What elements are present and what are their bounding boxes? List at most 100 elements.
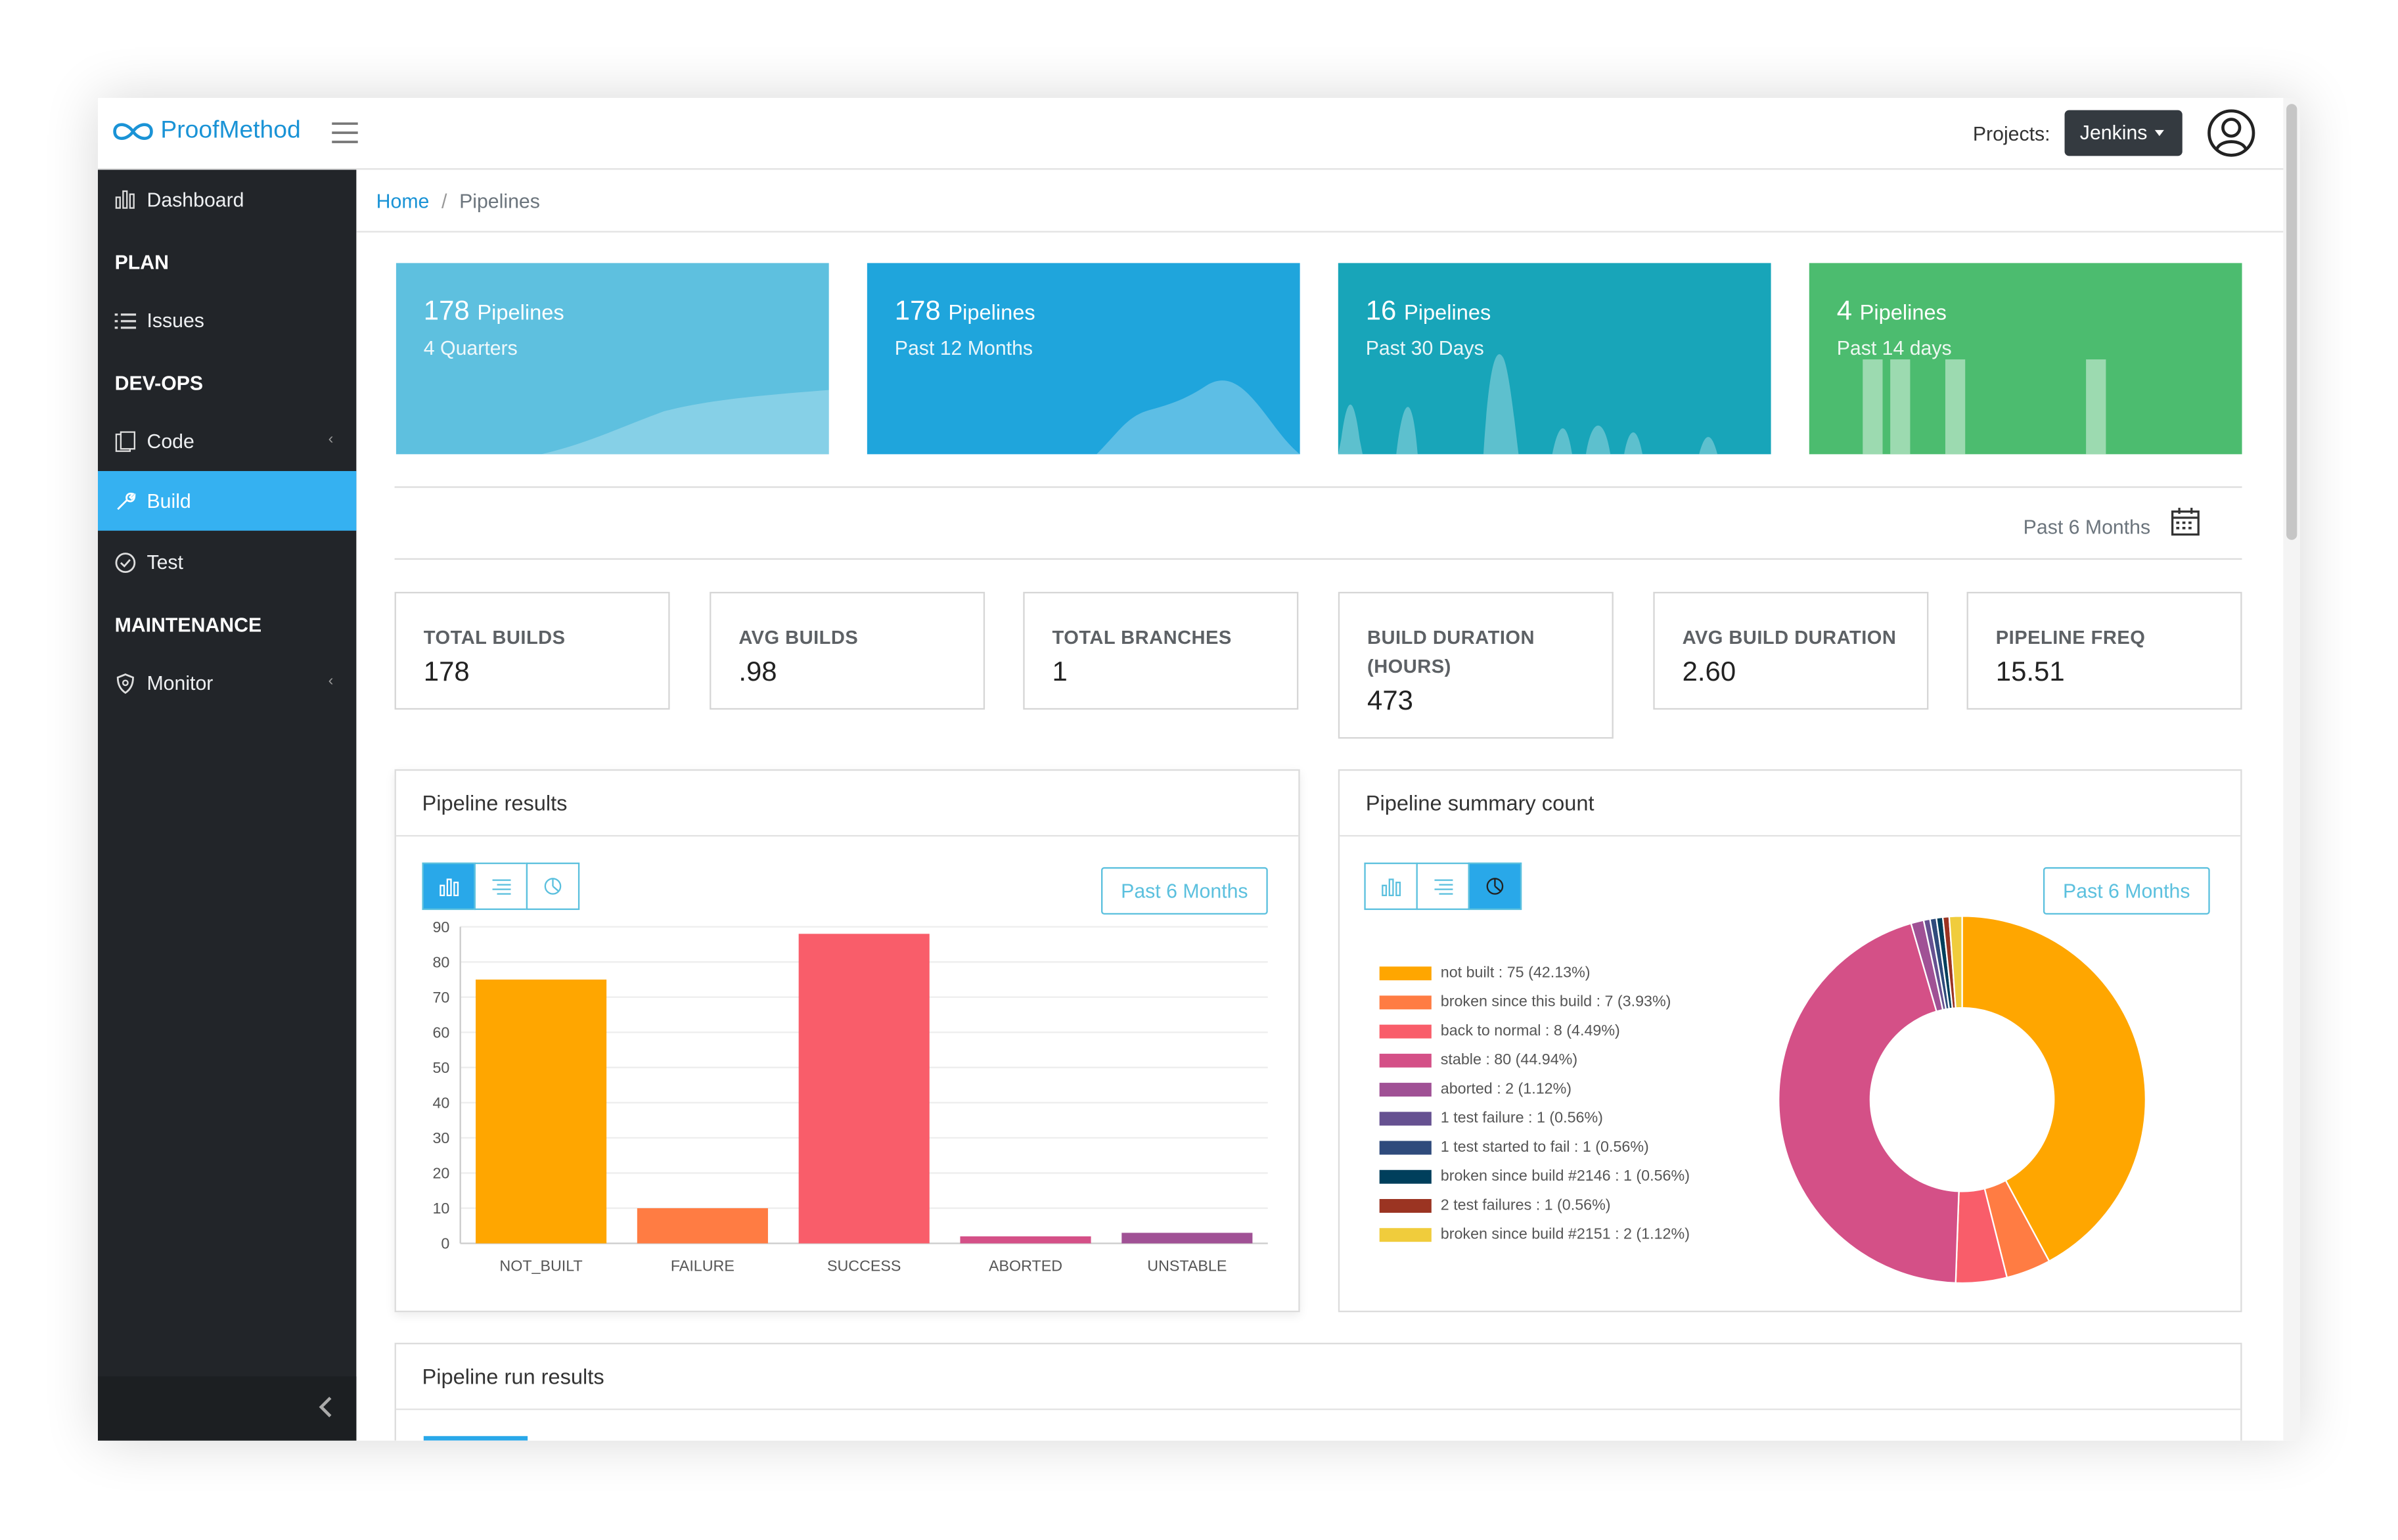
legend-label: broken since build #2151 : 2 (1.12%) [1440, 1226, 1690, 1244]
card-period: Past 12 Months [894, 336, 1033, 360]
card-count: 4 [1836, 295, 1853, 326]
breadcrumb-separator: / [441, 189, 447, 213]
legend-item[interactable]: 1 test started to fail : 1 (0.56%) [1379, 1133, 1690, 1162]
bar[interactable] [637, 1208, 768, 1244]
align-right-icon [1434, 878, 1453, 894]
legend-item[interactable]: broken since build #2151 : 2 (1.12%) [1379, 1221, 1690, 1250]
project-selected-label: Jenkins [2079, 120, 2148, 144]
y-tick-label: 80 [432, 953, 449, 970]
top-navbar: ProofMethod Projects: Jenkins [97, 97, 2301, 170]
caret-down-icon [2154, 129, 2164, 137]
card-unit: Pipelines [1404, 300, 1491, 325]
card-period: Past 30 Days [1365, 336, 1484, 360]
sidebar: Dashboard PLAN Issues DEV-OPS Code ‹ Bui… [97, 170, 357, 1441]
stat-value: 2.60 [1682, 656, 1736, 687]
section-divider [394, 558, 2242, 560]
card-unit: Pipelines [477, 300, 564, 325]
bar[interactable] [1121, 1233, 1253, 1244]
legend-item[interactable]: 1 test failure : 1 (0.56%) [1379, 1104, 1690, 1133]
x-tick-label: UNSTABLE [1147, 1257, 1227, 1274]
sidebar-item-code[interactable]: Code ‹ [98, 411, 356, 471]
legend-label: not built : 75 (42.13%) [1440, 964, 1591, 982]
period-filter-button[interactable]: Past 6 Months [1101, 867, 1268, 915]
stat-label: BUILD DURATION (HOURS) [1367, 627, 1535, 678]
scrollbar-thumb[interactable] [2286, 104, 2297, 540]
sidebar-item-test[interactable]: Test [98, 532, 356, 592]
collapse-sidebar-icon[interactable] [317, 1395, 335, 1427]
user-avatar-icon[interactable] [2207, 108, 2255, 165]
stat-avg-builds: AVG BUILDS .98 [710, 591, 985, 710]
pie-chart-toggle-button[interactable] [1468, 862, 1522, 911]
pie-legend: not built : 75 (42.13%) broken since this… [1379, 959, 1690, 1250]
bar-chart-toggle-button[interactable] [422, 862, 476, 911]
bar[interactable] [476, 979, 607, 1244]
legend-item[interactable]: broken since this build : 7 (3.93%) [1379, 988, 1690, 1017]
chart-type-toggle [422, 862, 580, 911]
legend-item[interactable]: back to normal : 8 (4.49%) [1379, 1017, 1690, 1046]
card-unit: Pipelines [948, 300, 1035, 325]
calendar-icon[interactable] [2170, 507, 2201, 545]
summary-card[interactable]: 178 Pipelines Past 12 Months [867, 263, 1300, 455]
y-tick-label: 60 [432, 1024, 449, 1041]
pipeline-results-panel: Pipeline results Past 6 Months 0 10 20 30 40… [394, 769, 1300, 1313]
bar-chart-icon [115, 190, 135, 209]
list-icon [114, 313, 137, 328]
pie-slice[interactable] [1778, 922, 1960, 1284]
project-select-dropdown[interactable]: Jenkins [2064, 110, 2183, 156]
legend-label: 1 test failure : 1 (0.56%) [1440, 1110, 1603, 1127]
legend-swatch [1379, 1053, 1432, 1068]
logo[interactable]: ProofMethod [110, 118, 301, 145]
x-tick-label: ABORTED [989, 1257, 1062, 1274]
stat-value: .98 [738, 656, 777, 687]
legend-swatch [1379, 995, 1432, 1010]
sidebar-item-dashboard[interactable]: Dashboard [98, 170, 356, 229]
sidebar-item-label: Issues [147, 309, 204, 332]
legend-item[interactable]: broken since build #2146 : 1 (0.56%) [1379, 1162, 1690, 1191]
stat-label: AVG BUILD DURATION [1682, 627, 1897, 648]
list-toggle-button[interactable] [1416, 862, 1470, 911]
main-content: Home / Pipelines 178 Pipelines 4 Quarters … [356, 170, 2284, 1441]
period-filter-button[interactable]: Past 6 Months [2043, 867, 2210, 915]
stat-value: 1 [1052, 656, 1068, 687]
stat-value: 178 [423, 656, 470, 687]
pipeline-summary-panel: Pipeline summary count Past 6 Months not… [1338, 769, 2242, 1313]
legend-label: 1 test started to fail : 1 (0.56%) [1440, 1139, 1649, 1156]
sidebar-section-plan: PLAN [114, 250, 169, 274]
summary-card[interactable]: 178 Pipelines 4 Quarters [396, 263, 829, 455]
pie-slice[interactable] [1961, 915, 2147, 1263]
y-tick-label: 0 [441, 1235, 449, 1252]
legend-item[interactable]: 2 test failures : 1 (0.56%) [1379, 1191, 1690, 1220]
bar[interactable] [960, 1236, 1091, 1244]
card-sparkline [541, 390, 829, 455]
y-tick-label: 70 [432, 989, 449, 1006]
breadcrumb-current: Pipelines [459, 189, 540, 213]
pie-chart-icon [1486, 878, 1504, 895]
legend-item[interactable]: stable : 80 (44.94%) [1379, 1046, 1690, 1075]
card-count: 178 [423, 295, 470, 326]
chart-type-toggle[interactable] [423, 1436, 528, 1441]
stat-pipeline-freq: PIPELINE FREQ 15.51 [1966, 591, 2242, 710]
hamburger-menu-icon[interactable] [332, 122, 359, 151]
pie-chart-toggle-button[interactable] [526, 862, 580, 911]
breadcrumb-home-link[interactable]: Home [376, 189, 430, 213]
stat-value: 15.51 [1995, 656, 2065, 687]
legend-label: stable : 80 (44.94%) [1440, 1052, 1578, 1070]
legend-label: broken since build #2146 : 1 (0.56%) [1440, 1168, 1690, 1186]
legend-item[interactable]: aborted : 2 (1.12%) [1379, 1075, 1690, 1104]
stat-label: TOTAL BRANCHES [1052, 627, 1232, 648]
pie-slice[interactable] [1948, 915, 1963, 1009]
x-tick-label: NOT_BUILT [499, 1257, 582, 1274]
summary-card[interactable]: 4 Pipelines Past 14 days [1809, 263, 2242, 455]
date-range-label: Past 6 Months [2023, 515, 2151, 539]
bar-chart-toggle-button[interactable] [1364, 862, 1418, 911]
card-sparkline [867, 380, 1300, 455]
page-scrollbar[interactable] [2283, 97, 2301, 1441]
y-tick-label: 40 [432, 1094, 449, 1111]
list-toggle-button[interactable] [474, 862, 528, 911]
summary-card[interactable]: 16 Pipelines Past 30 Days [1338, 263, 1771, 455]
bar[interactable] [798, 934, 930, 1244]
sidebar-item-build[interactable]: Build [97, 470, 357, 531]
sidebar-item-monitor[interactable]: Monitor ‹ [98, 653, 356, 713]
sidebar-item-issues[interactable]: Issues [98, 290, 356, 350]
legend-item[interactable]: not built : 75 (42.13%) [1379, 959, 1690, 988]
